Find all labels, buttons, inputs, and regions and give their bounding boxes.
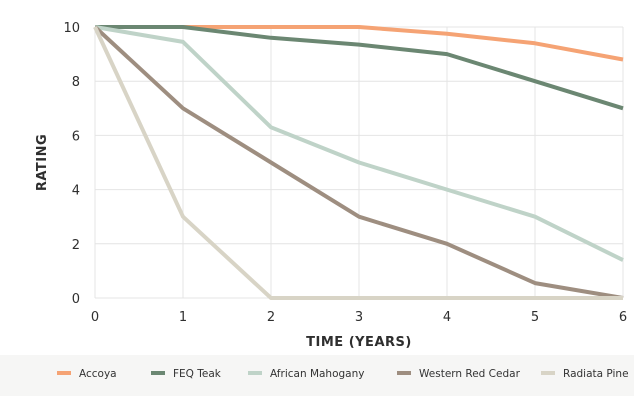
x-axis-title: TIME (YEARS) <box>306 335 412 350</box>
legend-item-western-red-cedar: Western Red Cedar <box>397 368 521 380</box>
x-tick-label-4: 4 <box>443 310 451 325</box>
y-tick-label-0: 0 <box>72 292 80 307</box>
x-tick-label-1: 1 <box>179 310 187 325</box>
tick-labels: 0 2 4 6 8 10 0 1 2 3 4 5 6 <box>63 21 627 325</box>
legend-label: Radiata Pine <box>563 368 629 380</box>
series-line-western-red-cedar <box>93 25 624 300</box>
y-tick-label-4: 4 <box>72 184 80 199</box>
series-line-feq-teak <box>95 25 624 111</box>
y-tick-label-2: 2 <box>72 238 80 253</box>
x-tick-label-0: 0 <box>91 310 99 325</box>
series-lines <box>93 25 624 300</box>
legend-item-feq-teak: FEQ Teak <box>151 368 222 380</box>
legend-label: Western Red Cedar <box>419 368 521 380</box>
legend-label: FEQ Teak <box>173 368 222 380</box>
series-line-african-mahogany <box>94 25 624 262</box>
legend-label: Accoya <box>79 368 117 380</box>
series-line-radiata-pine <box>93 26 623 300</box>
legend: Accoya FEQ Teak African Mahogany Western Re… <box>57 368 629 380</box>
y-tick-label-8: 8 <box>72 75 80 90</box>
legend-label: African Mahogany <box>270 368 364 380</box>
x-tick-label-6: 6 <box>619 310 627 325</box>
x-tick-label-2: 2 <box>267 310 275 325</box>
legend-item-african-mahogany: African Mahogany <box>248 368 364 380</box>
plot-panel <box>0 0 634 355</box>
legend-item-radiata-pine: Radiata Pine <box>541 368 629 380</box>
x-tick-label-3: 3 <box>355 310 363 325</box>
x-tick-label-5: 5 <box>531 310 539 325</box>
y-axis-title: RATING <box>35 134 50 191</box>
y-tick-label-6: 6 <box>72 129 80 144</box>
y-tick-label-10: 10 <box>63 21 80 36</box>
legend-item-accoya: Accoya <box>57 368 117 380</box>
